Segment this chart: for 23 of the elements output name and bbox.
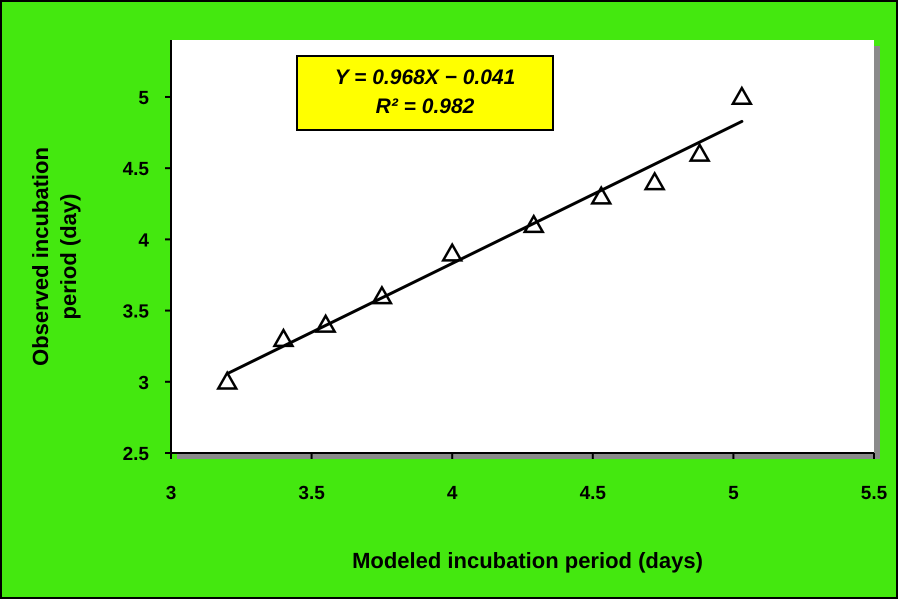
annotation: Y = 0.968X − 0.041 [334,66,516,89]
x-tick-label: 3.5 [298,483,326,504]
point [644,172,665,190]
annotation: R² = 0.982 [376,95,475,118]
x-tick-label: 5 [728,483,740,504]
y-tick-label: 5 [138,88,150,109]
y-axis-title: Observed incubation period (day) [28,147,81,366]
x-tick-label: 3 [166,483,176,504]
y-tick-label: 3 [138,372,149,394]
point [689,144,710,162]
y-tick-label: 3.5 [122,302,150,323]
y-tick-label: 4.5 [122,159,150,180]
y-tick-label: 4 [138,230,150,252]
point [216,372,238,390]
point [590,186,612,205]
x-tick-label: 4.5 [580,483,606,504]
point [442,243,462,262]
point [732,86,752,105]
x-tick-label: 4 [446,483,458,504]
x-tick-label: 5.5 [860,483,888,504]
equation-box: Y = 0.968X − 0.041 R² = 0.982 [296,55,554,131]
y-tick-label: 2.5 [122,444,150,465]
x-axis-title: Modeled incubation period (days) [352,548,703,573]
